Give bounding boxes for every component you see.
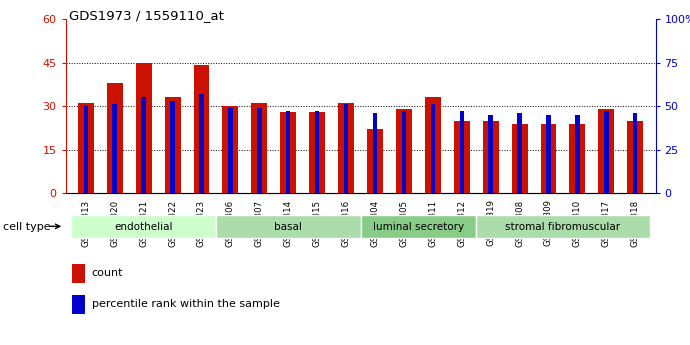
Bar — [633, 113, 638, 193]
Bar — [112, 104, 117, 193]
Text: cell type: cell type — [3, 222, 51, 231]
Text: GDS1973 / 1559110_at: GDS1973 / 1559110_at — [69, 9, 224, 22]
Bar — [367, 129, 383, 193]
Bar — [604, 111, 609, 193]
Bar — [286, 111, 290, 193]
Text: endothelial: endothelial — [115, 222, 173, 232]
Bar — [627, 121, 643, 193]
Bar — [425, 97, 441, 193]
Bar — [71, 215, 216, 238]
Bar — [228, 108, 233, 193]
Bar — [540, 124, 556, 193]
Bar — [107, 83, 123, 193]
Bar — [546, 115, 551, 193]
Bar — [476, 215, 650, 238]
Bar — [193, 66, 210, 193]
Bar — [396, 109, 412, 193]
Bar — [361, 215, 476, 238]
Text: stromal fibromuscular: stromal fibromuscular — [505, 222, 620, 232]
Bar — [315, 111, 319, 193]
Bar — [575, 115, 580, 193]
Text: basal: basal — [275, 222, 302, 232]
Bar — [199, 94, 204, 193]
Bar — [257, 108, 262, 193]
Bar — [569, 124, 585, 193]
Bar — [78, 103, 94, 193]
Bar — [511, 124, 528, 193]
Bar — [483, 121, 499, 193]
Bar — [251, 103, 267, 193]
Bar — [460, 111, 464, 193]
Bar — [454, 121, 470, 193]
Bar — [170, 101, 175, 193]
Bar — [83, 106, 88, 193]
Bar — [280, 112, 296, 193]
Bar — [489, 115, 493, 193]
Bar — [344, 104, 348, 193]
Text: count: count — [92, 268, 124, 278]
Text: percentile rank within the sample: percentile rank within the sample — [92, 299, 279, 309]
Bar — [598, 109, 614, 193]
Bar — [309, 112, 325, 193]
Bar — [136, 62, 152, 193]
Bar — [338, 103, 354, 193]
Text: luminal secretory: luminal secretory — [373, 222, 464, 232]
Bar — [141, 97, 146, 193]
Bar — [431, 104, 435, 193]
Bar — [518, 113, 522, 193]
Bar — [373, 113, 377, 193]
Bar — [216, 215, 361, 238]
Bar — [165, 97, 181, 193]
Bar — [402, 111, 406, 193]
Bar — [222, 106, 238, 193]
